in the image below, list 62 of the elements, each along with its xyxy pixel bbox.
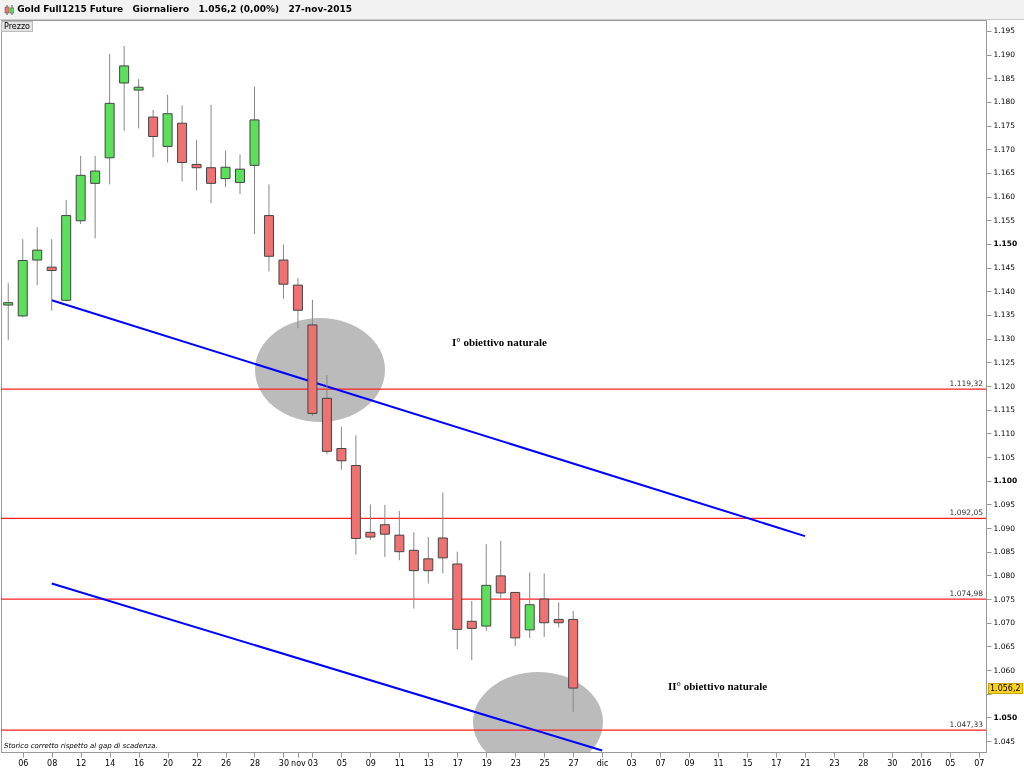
x-tick-label: 28 <box>858 758 869 768</box>
x-tick-label: 16 <box>134 758 145 768</box>
x-tick-label: 09 <box>684 758 695 768</box>
candlestick <box>423 536 434 584</box>
x-tick-label: 05 <box>945 758 956 768</box>
x-tick-label: 21 <box>800 758 811 768</box>
x-tick-label: 07 <box>655 758 666 768</box>
x-tick-label: 11 <box>394 758 405 768</box>
x-tick-label: 17 <box>452 758 463 768</box>
x-tick-label: 26 <box>220 758 232 768</box>
x-tick-label: 09 <box>365 758 376 768</box>
candlestick <box>220 150 231 188</box>
annotation: Prezzo <box>1 21 34 32</box>
x-tick-label: 12 <box>76 758 87 768</box>
x-tick-label: 03 <box>307 758 319 768</box>
x-tick-label: 27 <box>568 758 579 768</box>
candlestick <box>365 503 376 541</box>
x-tick-label: 30 <box>887 758 898 768</box>
candlestick <box>336 426 347 471</box>
x-tick-label: 05 <box>336 758 347 768</box>
candlestick <box>437 492 448 574</box>
x-tick-label: 03 <box>626 758 637 768</box>
candlestick <box>466 600 477 661</box>
x-tick-label: 07 <box>974 758 985 768</box>
candlestick <box>3 282 14 341</box>
x-tick-label: 20 <box>162 758 174 768</box>
candlestick <box>90 155 101 239</box>
candlestick <box>394 510 405 561</box>
candlestick <box>235 153 246 195</box>
candlestick <box>495 540 506 600</box>
annotation: I° obiettivo naturale <box>452 336 547 348</box>
candlestick <box>539 573 550 638</box>
x-tick-label: 13 <box>423 758 434 768</box>
candlestick <box>32 226 43 286</box>
x-tick-label: 22 <box>191 758 203 768</box>
x-tick-label: dic <box>596 758 609 768</box>
chart-title: Gold Full1215 Future Giornaliero 1.056,2 (0,00%) 27-nov-2015 <box>17 4 353 14</box>
x-tick-label: 30 <box>278 758 290 768</box>
x-tick-label: 08 <box>47 758 58 768</box>
x-tick-label: 25 <box>539 758 550 768</box>
x-tick-label: 19 <box>481 758 492 768</box>
x-tick-label: 2016 <box>911 758 932 768</box>
x-tick-label: 28 <box>249 758 261 768</box>
annotation: II° obiettivo naturale <box>668 680 768 692</box>
candlestick <box>133 78 144 129</box>
x-tick-label: 14 <box>105 758 116 768</box>
text: 1.056,2 <box>988 683 1023 694</box>
x-tick-label: 23 <box>510 758 521 768</box>
candlestick <box>408 531 419 610</box>
candlestick <box>148 109 159 158</box>
candlestick <box>553 601 564 628</box>
x-tick-label: 06 <box>18 758 29 768</box>
x-tick-label: nov <box>291 758 307 768</box>
candlestick <box>379 504 390 558</box>
candlestick <box>206 104 217 204</box>
candlestick <box>46 238 57 312</box>
candlestick <box>191 139 202 191</box>
x-tick-label: 17 <box>771 758 782 768</box>
x-tick-label: 23 <box>829 758 840 768</box>
x-tick-label: 15 <box>742 758 753 768</box>
candlestick <box>119 45 130 132</box>
x-tick-label: 11 <box>713 758 724 768</box>
